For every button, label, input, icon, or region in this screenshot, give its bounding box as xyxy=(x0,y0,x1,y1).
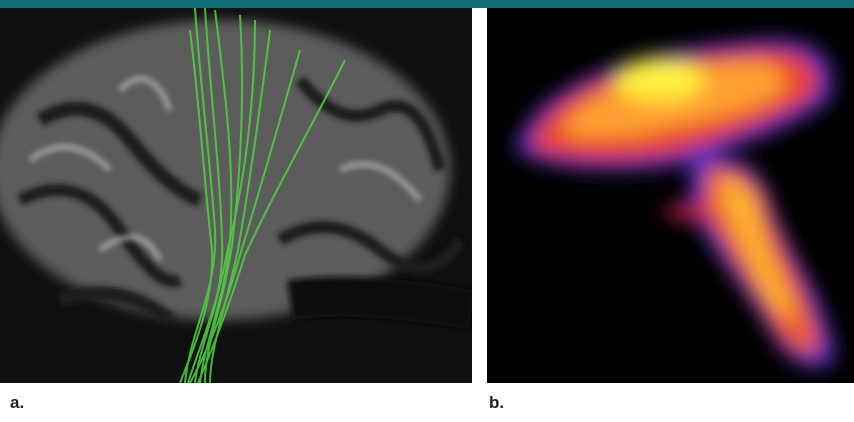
panel-label: a. xyxy=(10,393,24,412)
panel-b-image xyxy=(487,8,854,383)
panel-a-image xyxy=(0,8,472,383)
header-bar xyxy=(0,0,854,8)
panel-label: b. xyxy=(489,393,504,412)
page: {"panels": [{"label": "a."}, {"label": "… xyxy=(0,0,854,417)
figure: a. b. xyxy=(0,0,854,417)
